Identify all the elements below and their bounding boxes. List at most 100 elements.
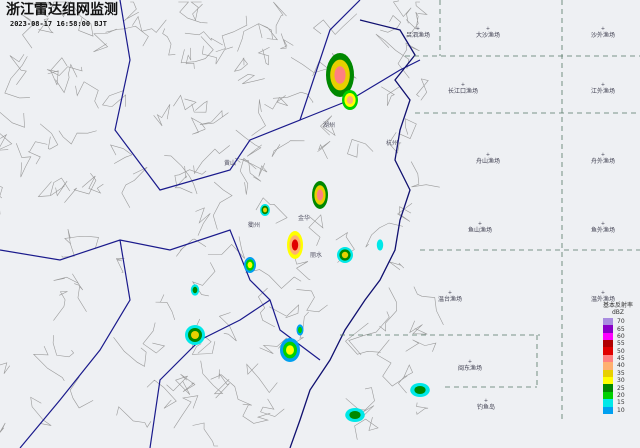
- county-border: [15, 143, 32, 178]
- legend-item: 30: [598, 377, 638, 385]
- county-border: [320, 115, 336, 137]
- county-border: [257, 287, 275, 328]
- county-border: [354, 417, 379, 440]
- county-border: [164, 155, 198, 195]
- county-border: [271, 140, 305, 157]
- legend-value: 35: [617, 369, 625, 377]
- county-border: [174, 169, 207, 185]
- county-border: [409, 320, 428, 335]
- county-border: [258, 23, 279, 41]
- county-border: [296, 289, 328, 313]
- legend-item: 70: [598, 317, 638, 326]
- county-border: [28, 1, 64, 15]
- county-border: [162, 28, 176, 56]
- county-border: [269, 304, 299, 319]
- county-border: [272, 91, 314, 103]
- fishing-ground-label: 沙外渔场: [591, 32, 615, 39]
- radar-echo: [334, 66, 346, 84]
- county-border: [180, 36, 214, 64]
- county-border: [376, 339, 408, 387]
- county-border: [348, 311, 390, 356]
- county-border: [110, 144, 133, 164]
- county-border: [237, 74, 265, 85]
- county-border: [215, 369, 230, 399]
- city-label: 湖州: [323, 122, 336, 129]
- county-border: [241, 158, 268, 177]
- legend-item: 25: [598, 384, 638, 392]
- legend-unit: dBZ: [611, 308, 625, 316]
- county-border: [52, 335, 75, 358]
- legend-value: 45: [617, 355, 625, 363]
- county-border: [410, 161, 440, 188]
- fishing-ground-label: 闽东渔场: [458, 365, 482, 372]
- map-title: 浙江雷达组网监测: [6, 2, 118, 18]
- county-border: [202, 45, 233, 65]
- county-border: [191, 100, 208, 113]
- county-border: [174, 165, 193, 194]
- fishing-ground-label: 鱼山渔场: [468, 227, 492, 234]
- radar-echo: [191, 331, 199, 339]
- legend-value: 20: [617, 392, 625, 400]
- legend-swatch: [603, 354, 613, 363]
- county-border: [0, 133, 13, 151]
- county-border: [190, 117, 206, 135]
- county-border: [32, 346, 65, 381]
- county-border: [180, 374, 196, 392]
- county-border: [312, 13, 358, 35]
- county-border: [74, 283, 87, 312]
- fishing-ground-label: 鱼外渔场: [591, 227, 615, 234]
- fishing-ground-label: 钓鱼岛: [477, 404, 495, 411]
- county-border: [105, 25, 149, 47]
- radar-echo: [376, 239, 384, 251]
- county-border: [93, 28, 117, 53]
- county-border: [37, 177, 71, 197]
- legend-swatch: [603, 325, 613, 333]
- fishing-ground-label: 大沙渔场: [476, 32, 500, 39]
- county-border: [173, 94, 197, 111]
- county-border: [347, 139, 374, 158]
- city-label: 金华: [298, 215, 311, 222]
- fishing-ground-label: 舟山渔场: [476, 158, 500, 165]
- radar-echo: [341, 251, 349, 259]
- county-border: [234, 157, 262, 182]
- county-border: [413, 286, 444, 326]
- county-border: [0, 362, 10, 374]
- county-border: [381, 86, 400, 106]
- county-border: [245, 269, 302, 289]
- county-border: [398, 364, 414, 394]
- county-border: [185, 47, 195, 69]
- county-border: [32, 1, 69, 18]
- county-border: [102, 90, 127, 108]
- county-border: [345, 322, 381, 355]
- county-border: [0, 422, 6, 433]
- legend-value: 50: [617, 347, 625, 355]
- province-border: [299, 59, 421, 121]
- legend-item: 35: [598, 369, 638, 378]
- legend-swatch: [603, 369, 613, 378]
- county-border: [308, 214, 324, 246]
- city-label: 杭州: [386, 140, 399, 147]
- county-border: [58, 130, 97, 145]
- fishing-ground-label: 长江口渔场: [448, 88, 478, 95]
- county-border: [61, 228, 75, 258]
- county-border: [75, 81, 99, 109]
- county-border: [124, 1, 139, 22]
- county-border: [55, 63, 78, 94]
- legend-swatch: [603, 384, 613, 392]
- county-border: [235, 129, 262, 157]
- county-border: [397, 42, 420, 79]
- legend-value: 55: [617, 340, 625, 348]
- county-border: [255, 197, 288, 224]
- fishing-ground-label: 舟外渔场: [591, 158, 615, 165]
- county-border: [397, 203, 413, 222]
- county-border: [379, 287, 398, 332]
- county-border: [273, 1, 287, 34]
- radar-echo: [286, 345, 294, 355]
- county-border: [69, 1, 94, 37]
- county-border: [4, 56, 30, 99]
- legend-swatch: [603, 340, 613, 348]
- county-border: [199, 109, 229, 125]
- county-border: [210, 374, 252, 406]
- legend-value: 30: [617, 377, 625, 385]
